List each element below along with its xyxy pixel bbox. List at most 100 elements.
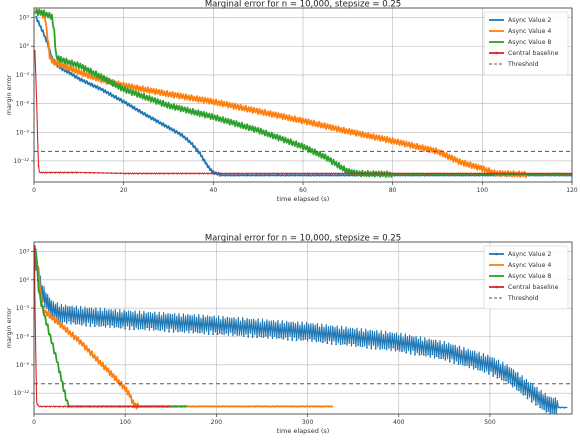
data-point <box>264 335 267 337</box>
y-tick-label: 10⁻⁶ <box>16 101 30 108</box>
data-point <box>123 172 126 175</box>
data-point <box>40 405 43 408</box>
series-async-value-2 <box>34 245 568 414</box>
data-point <box>185 329 188 331</box>
data-point <box>374 347 377 350</box>
data-point <box>448 360 451 363</box>
data-point <box>513 384 516 387</box>
y-tick-label: 10³ <box>19 15 30 22</box>
data-point <box>193 172 196 175</box>
data-point <box>344 342 346 345</box>
data-point <box>434 172 437 175</box>
data-point <box>565 172 568 175</box>
data-point <box>320 172 323 175</box>
data-point <box>360 172 362 175</box>
y-tick-label: 10⁻¹² <box>13 390 29 397</box>
data-point <box>335 343 337 346</box>
series-group <box>34 245 572 414</box>
data-point <box>483 371 486 373</box>
legend-label: Threshold <box>507 61 539 68</box>
data-point <box>294 172 297 175</box>
series-central-baseline <box>34 246 171 408</box>
x-tick-label: 0 <box>32 419 36 426</box>
legend-marker <box>495 51 498 55</box>
data-point <box>44 305 46 308</box>
data-point <box>157 405 160 408</box>
data-point <box>76 322 79 325</box>
data-point <box>127 405 130 408</box>
data-point <box>547 410 550 412</box>
data-point <box>53 405 56 408</box>
data-point <box>242 172 244 175</box>
data-point <box>115 172 117 175</box>
data-point <box>440 357 442 360</box>
data-point <box>250 172 253 175</box>
data-point <box>268 172 270 175</box>
y-tick-label: 10⁻¹² <box>13 158 29 165</box>
data-point <box>395 172 397 175</box>
data-point <box>155 327 157 330</box>
data-point <box>144 405 147 408</box>
data-point <box>466 364 468 366</box>
data-point <box>405 351 408 354</box>
x-tick-label: 400 <box>393 419 405 426</box>
data-point <box>58 405 60 408</box>
data-point <box>237 172 240 175</box>
data-point <box>418 354 421 356</box>
data-point <box>351 172 354 175</box>
x-tick-label: 40 <box>210 187 218 194</box>
chart-1: 0 20 40 60 80 100 120 10³ 10⁰ 10⁻³ 10⁻⁶ 10⁻⁹ 10⁻¹² Ma… <box>5 0 578 203</box>
data-point <box>500 378 503 381</box>
data-point <box>84 405 86 408</box>
data-point <box>500 172 502 175</box>
data-point <box>233 172 236 175</box>
data-point <box>114 405 117 408</box>
data-point <box>45 171 48 174</box>
x-tick-label: 0 <box>32 187 36 194</box>
data-point <box>443 172 445 175</box>
data-point <box>368 172 371 175</box>
data-point <box>49 171 52 174</box>
data-point <box>298 172 301 175</box>
data-point <box>559 406 562 409</box>
data-point <box>285 172 288 175</box>
data-point <box>63 320 66 323</box>
data-point <box>412 172 415 175</box>
data-point <box>508 172 511 175</box>
data-point <box>92 405 95 408</box>
data-point <box>154 172 157 175</box>
data-point <box>290 172 292 175</box>
data-point <box>313 338 316 340</box>
data-point <box>234 332 236 335</box>
data-point <box>149 405 152 408</box>
data-point <box>281 172 284 175</box>
data-point <box>215 172 218 175</box>
data-point <box>552 172 555 175</box>
data-point <box>563 406 566 409</box>
data-point <box>370 347 373 350</box>
y-axis-label: margin error <box>5 74 13 115</box>
data-point <box>150 172 152 175</box>
data-point <box>137 328 140 330</box>
x-tick-label: 120 <box>566 187 578 194</box>
data-point <box>146 326 149 329</box>
data-point <box>189 172 192 175</box>
legend-box <box>483 11 569 76</box>
data-point <box>326 342 329 345</box>
data-point <box>556 172 559 175</box>
data-point <box>140 405 143 408</box>
y-tick-label: 10⁻³ <box>16 72 30 79</box>
data-point <box>322 341 324 344</box>
data-point <box>386 172 389 175</box>
legend-marker <box>495 252 498 256</box>
data-point <box>88 171 91 174</box>
data-point <box>431 353 434 356</box>
data-point <box>111 324 114 326</box>
data-point <box>526 397 529 400</box>
data-point <box>211 172 214 175</box>
data-point <box>168 330 171 333</box>
data-point <box>79 405 82 408</box>
data-point <box>282 337 285 340</box>
legend-label: Async Value 2 <box>508 251 551 258</box>
data-point <box>75 171 78 174</box>
